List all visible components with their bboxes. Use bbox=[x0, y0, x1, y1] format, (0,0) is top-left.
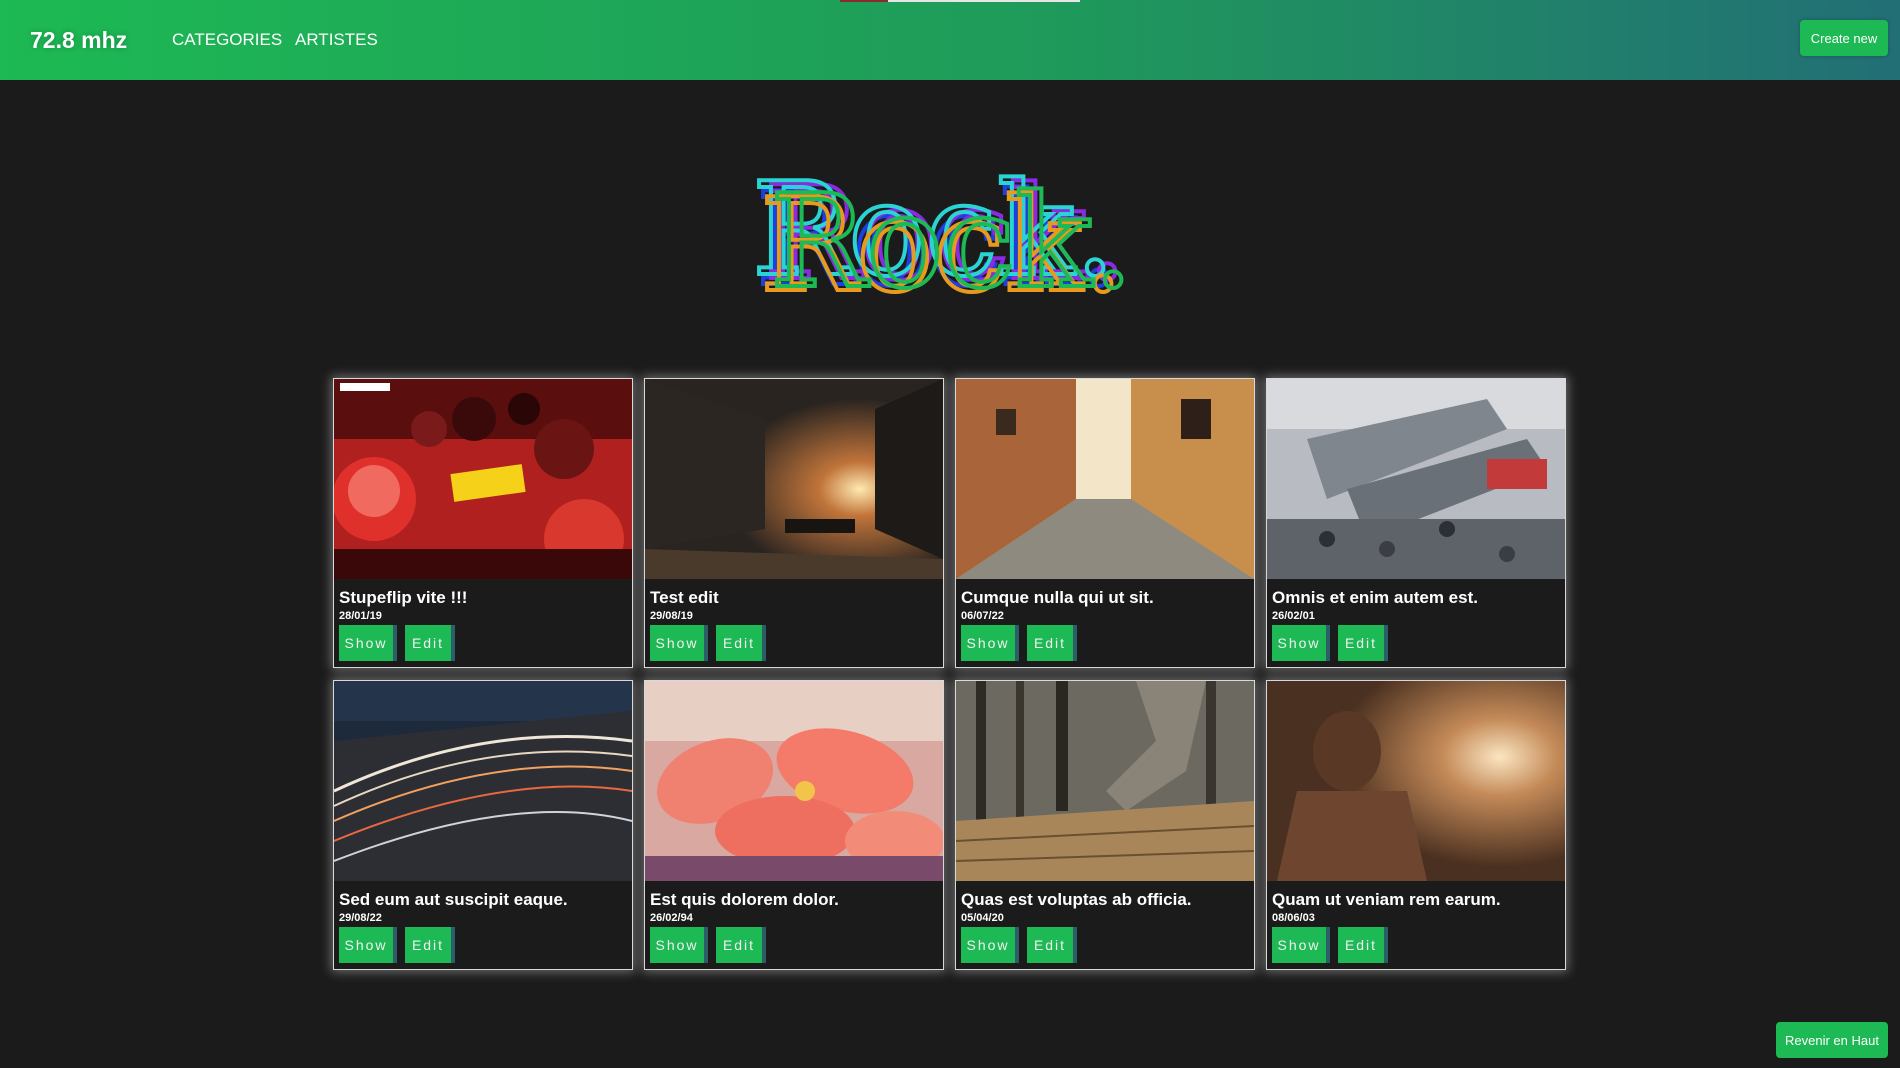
top-navbar: 72.8 mhz CATEGORIES ARTISTES Create new bbox=[0, 0, 1900, 80]
city-street-sunset-image[interactable] bbox=[645, 379, 943, 579]
page-title-layer-blue: Rock. bbox=[756, 166, 1119, 310]
highway-light-trails-image[interactable] bbox=[334, 681, 632, 881]
person-walking-boardwalk-image[interactable] bbox=[956, 681, 1254, 881]
edit-button[interactable]: Edit bbox=[716, 927, 766, 963]
show-button[interactable]: Show bbox=[1272, 927, 1330, 963]
track-title: Stupeflip vite !!! bbox=[339, 588, 468, 607]
woman-sunset-backlit-image[interactable] bbox=[1267, 681, 1565, 881]
track-title: Omnis et enim autem est. bbox=[1272, 588, 1478, 607]
track-date: 28/01/19 bbox=[339, 610, 382, 622]
page-title: Rock. Rock. Rock. Rock. Rock. bbox=[740, 150, 1180, 323]
show-button[interactable]: Show bbox=[339, 625, 397, 661]
show-button[interactable]: Show bbox=[961, 927, 1019, 963]
show-button[interactable]: Show bbox=[961, 625, 1019, 661]
crowded-station-escalators-image[interactable] bbox=[1267, 379, 1565, 579]
track-card: Sed eum aut suscipit eaque. 29/08/22 Sho… bbox=[333, 680, 633, 970]
edit-button[interactable]: Edit bbox=[405, 625, 455, 661]
top-accent-red-bar bbox=[840, 0, 888, 2]
track-card: Stupeflip vite !!! 28/01/19 Show Edit bbox=[333, 378, 633, 668]
track-title: Quas est voluptas ab officia. bbox=[961, 890, 1192, 909]
edit-button[interactable]: Edit bbox=[1338, 927, 1388, 963]
track-card: Quam ut veniam rem earum. 08/06/03 Show … bbox=[1266, 680, 1566, 970]
show-button[interactable]: Show bbox=[1272, 625, 1330, 661]
top-accent-bar bbox=[840, 0, 1080, 2]
track-date: 06/07/22 bbox=[961, 610, 1004, 622]
cobblestone-alley-image[interactable] bbox=[956, 379, 1254, 579]
pink-flowers-image[interactable] bbox=[645, 681, 943, 881]
track-date: 05/04/20 bbox=[961, 912, 1004, 924]
track-title: Cumque nulla qui ut sit. bbox=[961, 588, 1154, 607]
edit-button[interactable]: Edit bbox=[1027, 927, 1077, 963]
show-button[interactable]: Show bbox=[650, 625, 708, 661]
track-card: Test edit 29/08/19 Show Edit bbox=[644, 378, 944, 668]
edit-button[interactable]: Edit bbox=[1027, 625, 1077, 661]
track-date: 08/06/03 bbox=[1272, 912, 1315, 924]
track-date: 29/08/19 bbox=[650, 610, 693, 622]
edit-button[interactable]: Edit bbox=[405, 927, 455, 963]
show-button[interactable]: Show bbox=[339, 927, 397, 963]
nav-link-artistes[interactable]: ARTISTES bbox=[295, 30, 378, 49]
nav-link-categories[interactable]: CATEGORIES bbox=[172, 30, 283, 49]
track-card: Omnis et enim autem est. 26/02/01 Show E… bbox=[1266, 378, 1566, 668]
create-new-button[interactable]: Create new bbox=[1800, 20, 1888, 56]
track-date: 26/02/01 bbox=[1272, 610, 1315, 622]
page-title-layer-purple: Rock. bbox=[764, 160, 1127, 309]
track-card: Cumque nulla qui ut sit. 06/07/22 Show E… bbox=[955, 378, 1255, 668]
track-card: Est quis dolorem dolor. 26/02/94 Show Ed… bbox=[644, 680, 944, 970]
track-date: 29/08/22 bbox=[339, 912, 382, 924]
track-card: Quas est voluptas ab officia. 05/04/20 S… bbox=[955, 680, 1255, 970]
page-title-layer-green: Rock. bbox=[770, 168, 1133, 310]
track-date: 26/02/94 bbox=[650, 912, 693, 924]
page-title-svg: Rock. Rock. Rock. Rock. Rock. bbox=[750, 154, 1135, 323]
album-art-red-crowd-image[interactable] bbox=[334, 379, 632, 579]
back-to-top-button[interactable]: Revenir en Haut bbox=[1776, 1022, 1888, 1058]
track-title: Sed eum aut suscipit eaque. bbox=[339, 890, 568, 909]
edit-button[interactable]: Edit bbox=[1338, 625, 1388, 661]
brand-link[interactable]: 72.8 mhz bbox=[30, 27, 128, 53]
track-title: Est quis dolorem dolor. bbox=[650, 890, 839, 909]
page-title-layer-cyan: Rock. bbox=[752, 156, 1115, 305]
edit-button[interactable]: Edit bbox=[716, 625, 766, 661]
page-title-layer-orange: Rock. bbox=[760, 172, 1123, 310]
track-title: Test edit bbox=[650, 588, 719, 607]
track-title: Quam ut veniam rem earum. bbox=[1272, 890, 1501, 909]
show-button[interactable]: Show bbox=[650, 927, 708, 963]
